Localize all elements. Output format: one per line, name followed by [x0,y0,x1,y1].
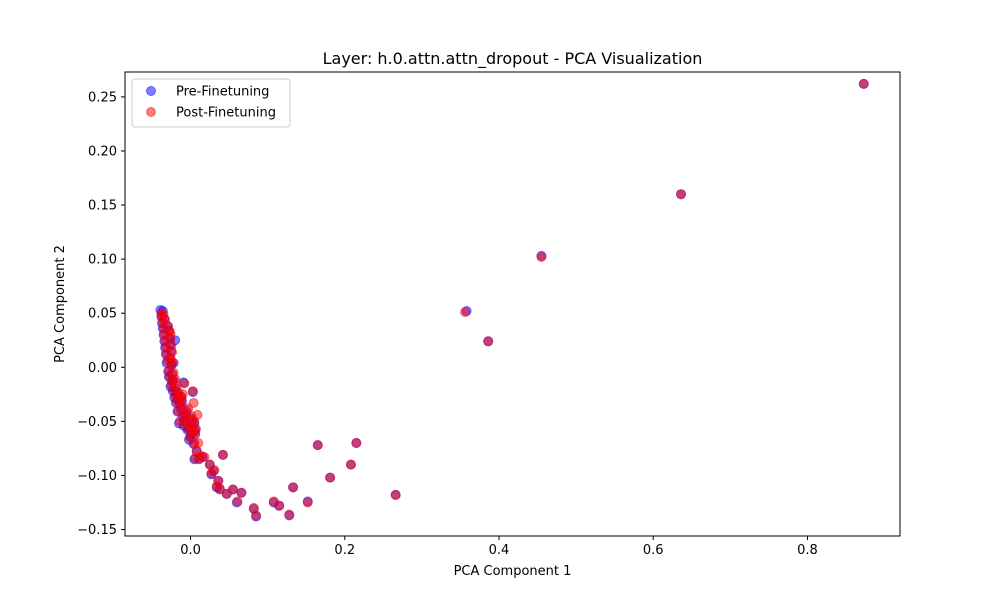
scatter-point [248,502,259,513]
x-axis-label: PCA Component 1 [454,564,572,579]
scatter-point [483,336,494,347]
scatter-point [268,496,279,507]
points-layer [155,78,869,522]
y-tick-label: −0.05 [77,415,117,430]
scatter-point [676,189,686,200]
scatter-point [206,468,217,479]
y-axis-label: PCA Component 2 [53,245,68,363]
y-tick-label: −0.10 [77,469,117,484]
scatter-point [325,472,336,483]
scatter-point [167,359,178,370]
y-tick-label: 0.20 [88,144,117,159]
scatter-point [204,459,215,470]
chart-title: Layer: h.0.attn.attn_dropout - PCA Visua… [323,49,703,69]
series-post-finetuning [156,78,869,521]
scatter-point [177,389,188,400]
legend-marker-pre-finetuning [146,86,156,96]
scatter-point [187,386,198,397]
scatter-point [193,437,204,448]
scatter-point [536,251,547,262]
scatter-point [284,509,295,520]
scatter-point [196,450,207,461]
y-tick-label: 0.25 [88,90,117,105]
scatter-point [390,489,401,500]
scatter-point [179,378,190,389]
y-tick-label: 0.00 [88,361,117,376]
scatter-point [221,488,232,499]
x-tick-label: 0.8 [797,543,818,558]
scatter-point [302,497,313,508]
scatter-point [190,423,201,434]
x-tick-label: 0.2 [334,543,355,558]
scatter-point [188,397,199,408]
legend-box [131,78,291,128]
legend-label-post-finetuning: Post-Finetuning [176,106,276,121]
legend-marker-post-finetuning [146,107,156,117]
scatter-point [192,409,203,420]
x-tick-label: 0.4 [489,543,510,558]
plot-area [124,71,901,537]
scatter-point [288,482,299,493]
scatter-point [345,459,356,470]
x-axis: 0.0 0.2 0.4 0.6 0.8 [180,536,818,558]
plot-frame [124,71,901,537]
y-axis: −0.15 −0.10 −0.05 0.00 0.05 0.10 0.15 0.20 0.25 [77,90,125,538]
y-tick-label: 0.15 [88,199,117,214]
scatter-point [236,487,247,498]
x-tick-label: 0.6 [643,543,664,558]
legend: Pre-Finetuning Post-Finetuning [131,78,291,128]
scatter-point [351,437,362,448]
scatter-point [858,78,869,89]
scatter-point [211,481,222,492]
scatter-point [232,496,243,507]
scatter-point [312,440,323,451]
scatter-point [460,307,471,318]
x-tick-label: 0.0 [180,543,201,558]
y-tick-label: 0.10 [88,253,117,268]
y-tick-label: 0.05 [88,307,117,322]
legend-label-pre-finetuning: Pre-Finetuning [176,85,269,100]
y-tick-label: −0.15 [77,523,117,538]
scatter-point [217,449,228,460]
